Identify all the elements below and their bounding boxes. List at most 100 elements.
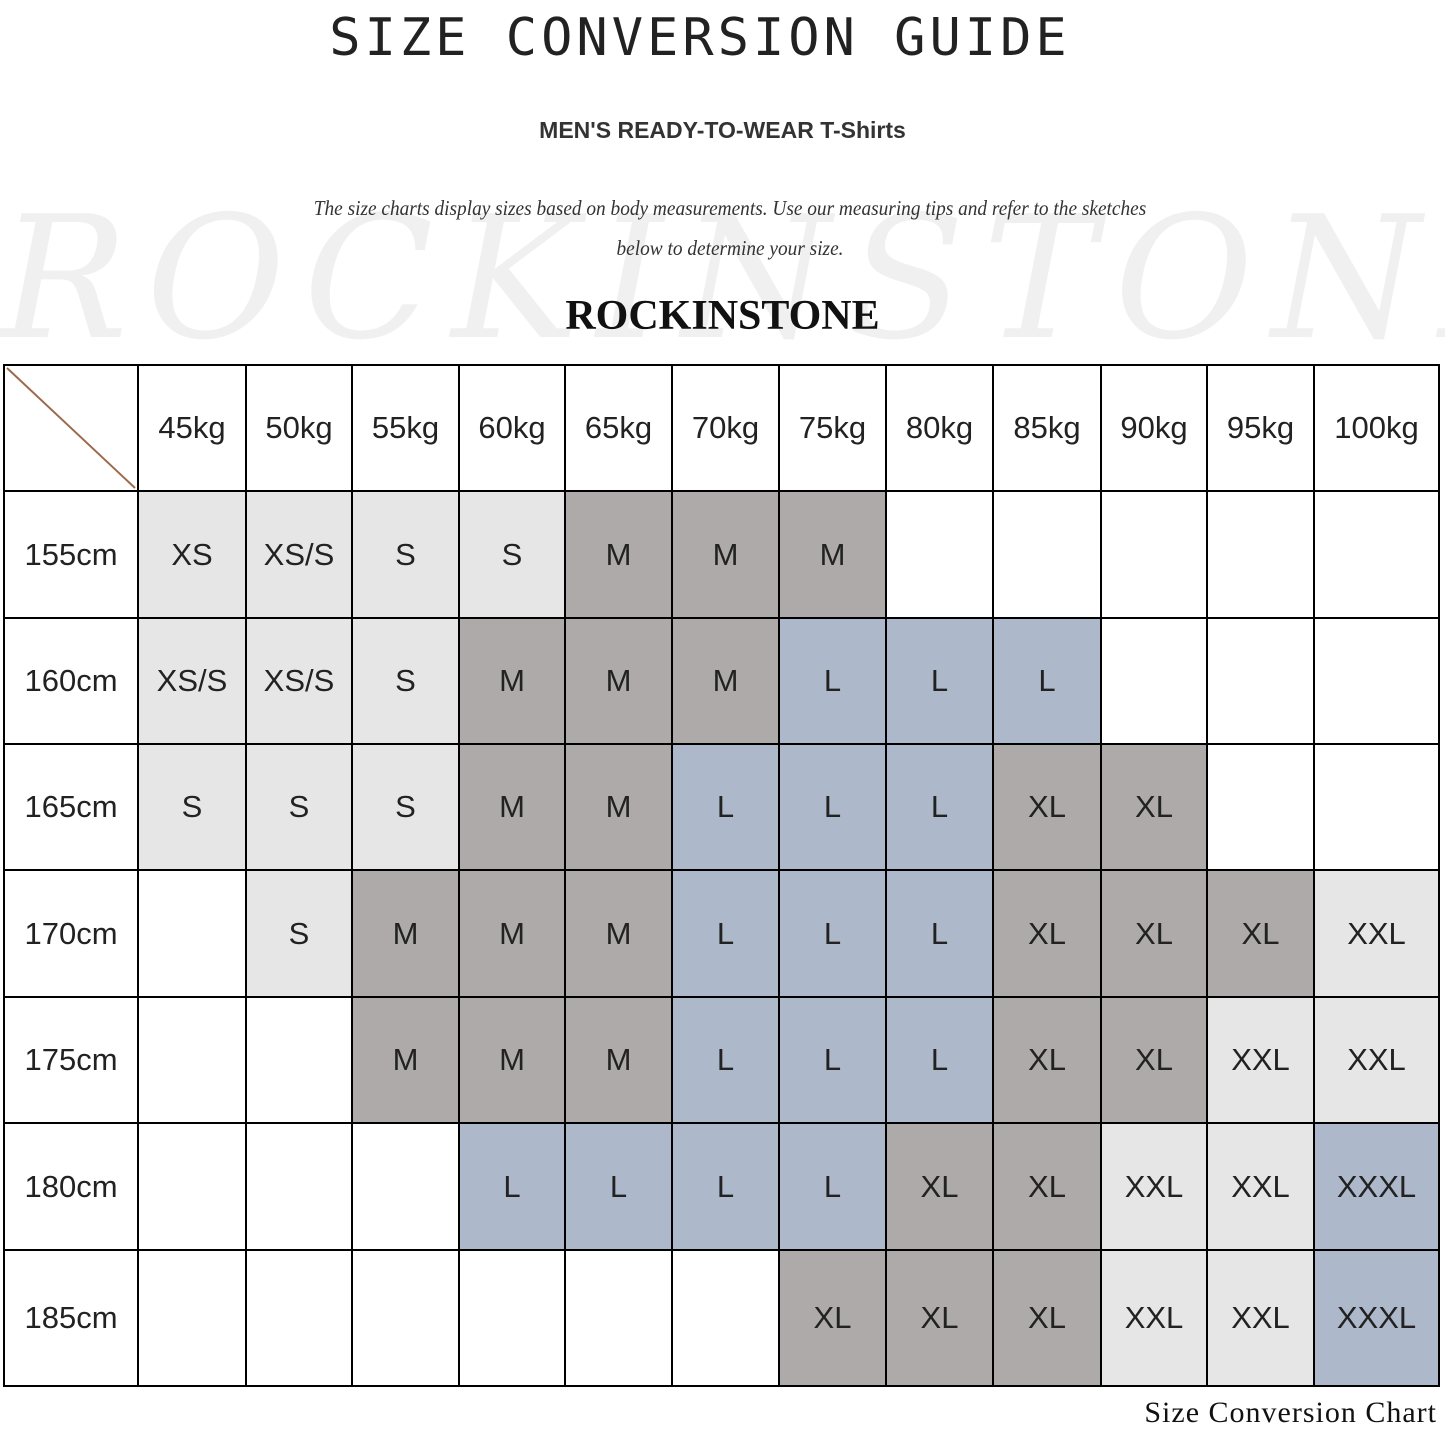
size-cell: M: [673, 619, 780, 745]
size-cell: XXL: [1208, 1124, 1315, 1251]
size-cell: L: [460, 1124, 566, 1251]
size-cell: XS: [139, 492, 247, 619]
size-cell: XXL: [1102, 1251, 1208, 1387]
size-cell: M: [566, 998, 673, 1124]
size-cell: S: [353, 492, 460, 619]
column-header: 70kg: [673, 366, 780, 492]
empty-cell: [1315, 745, 1440, 871]
column-header: 50kg: [247, 366, 353, 492]
size-cell: M: [460, 619, 566, 745]
size-cell: XL: [1102, 745, 1208, 871]
empty-cell: [1315, 619, 1440, 745]
column-header: 60kg: [460, 366, 566, 492]
watermark-logo: ROCKINSTONE: [0, 180, 1445, 378]
column-header: 45kg: [139, 366, 247, 492]
empty-cell: [460, 1251, 566, 1387]
size-cell: XXXL: [1315, 1124, 1440, 1251]
size-cell: L: [887, 998, 994, 1124]
row-header: 155cm: [5, 492, 139, 619]
empty-cell: [566, 1251, 673, 1387]
empty-cell: [994, 492, 1102, 619]
empty-cell: [1208, 619, 1315, 745]
empty-cell: [247, 998, 353, 1124]
size-cell: XXL: [1315, 871, 1440, 998]
column-header: 95kg: [1208, 366, 1315, 492]
empty-cell: [1208, 745, 1315, 871]
size-cell: XL: [994, 745, 1102, 871]
size-cell: L: [887, 871, 994, 998]
size-cell: M: [460, 745, 566, 871]
empty-cell: [139, 998, 247, 1124]
column-header: 65kg: [566, 366, 673, 492]
column-header: 55kg: [353, 366, 460, 492]
size-cell: XXL: [1315, 998, 1440, 1124]
size-cell: M: [566, 871, 673, 998]
empty-cell: [1102, 619, 1208, 745]
empty-cell: [247, 1124, 353, 1251]
size-cell: XL: [994, 998, 1102, 1124]
diagonal-line: [6, 367, 136, 489]
size-cell: XXL: [1208, 1251, 1315, 1387]
corner-cell: [5, 366, 139, 492]
column-header: 100kg: [1315, 366, 1440, 492]
empty-cell: [1208, 492, 1315, 619]
row-header: 175cm: [5, 998, 139, 1124]
size-cell: M: [566, 619, 673, 745]
size-cell: L: [673, 998, 780, 1124]
size-cell: L: [887, 745, 994, 871]
empty-cell: [139, 1124, 247, 1251]
empty-cell: [353, 1251, 460, 1387]
footer-caption: Size Conversion Chart: [1144, 1396, 1437, 1429]
size-cell: M: [353, 871, 460, 998]
empty-cell: [1315, 492, 1440, 619]
row-header: 170cm: [5, 871, 139, 998]
size-cell: L: [673, 871, 780, 998]
size-cell: L: [887, 619, 994, 745]
empty-cell: [673, 1251, 780, 1387]
row-header: 185cm: [5, 1251, 139, 1387]
size-cell: M: [673, 492, 780, 619]
size-cell: L: [673, 745, 780, 871]
size-cell: M: [566, 745, 673, 871]
size-cell: XS/S: [247, 492, 353, 619]
size-cell: XL: [780, 1251, 887, 1387]
row-header: 180cm: [5, 1124, 139, 1251]
size-cell: XL: [1102, 998, 1208, 1124]
size-table: 45kg 50kg 55kg 60kg 65kg 70kg 75kg 80kg 85kg 90kg…: [3, 364, 1440, 1387]
size-cell: XXL: [1102, 1124, 1208, 1251]
empty-cell: [887, 492, 994, 619]
size-cell: S: [460, 492, 566, 619]
size-cell: S: [353, 745, 460, 871]
empty-cell: [247, 1251, 353, 1387]
size-cell: S: [139, 745, 247, 871]
size-cell: S: [247, 871, 353, 998]
size-cell: M: [460, 998, 566, 1124]
empty-cell: [139, 871, 247, 998]
size-cell: XL: [1208, 871, 1315, 998]
column-header: 80kg: [887, 366, 994, 492]
size-cell: M: [780, 492, 887, 619]
size-cell: XL: [1102, 871, 1208, 998]
empty-cell: [1102, 492, 1208, 619]
size-cell: L: [780, 871, 887, 998]
row-header: 160cm: [5, 619, 139, 745]
size-cell: S: [247, 745, 353, 871]
subtitle: MEN'S READY-TO-WEAR T-Shirts: [539, 117, 906, 143]
column-header: 75kg: [780, 366, 887, 492]
size-cell: L: [566, 1124, 673, 1251]
size-cell: XL: [994, 1124, 1102, 1251]
size-cell: XL: [994, 871, 1102, 998]
size-cell: L: [780, 745, 887, 871]
size-cell: XL: [994, 1251, 1102, 1387]
size-cell: L: [780, 1124, 887, 1251]
column-header: 90kg: [1102, 366, 1208, 492]
size-cell: M: [460, 871, 566, 998]
size-cell: S: [353, 619, 460, 745]
empty-cell: [353, 1124, 460, 1251]
size-cell: L: [994, 619, 1102, 745]
brand-name: ROCKINSTONE: [565, 293, 880, 339]
row-header: 165cm: [5, 745, 139, 871]
size-cell: XL: [887, 1124, 994, 1251]
size-cell: M: [353, 998, 460, 1124]
size-cell: XXL: [1208, 998, 1315, 1124]
